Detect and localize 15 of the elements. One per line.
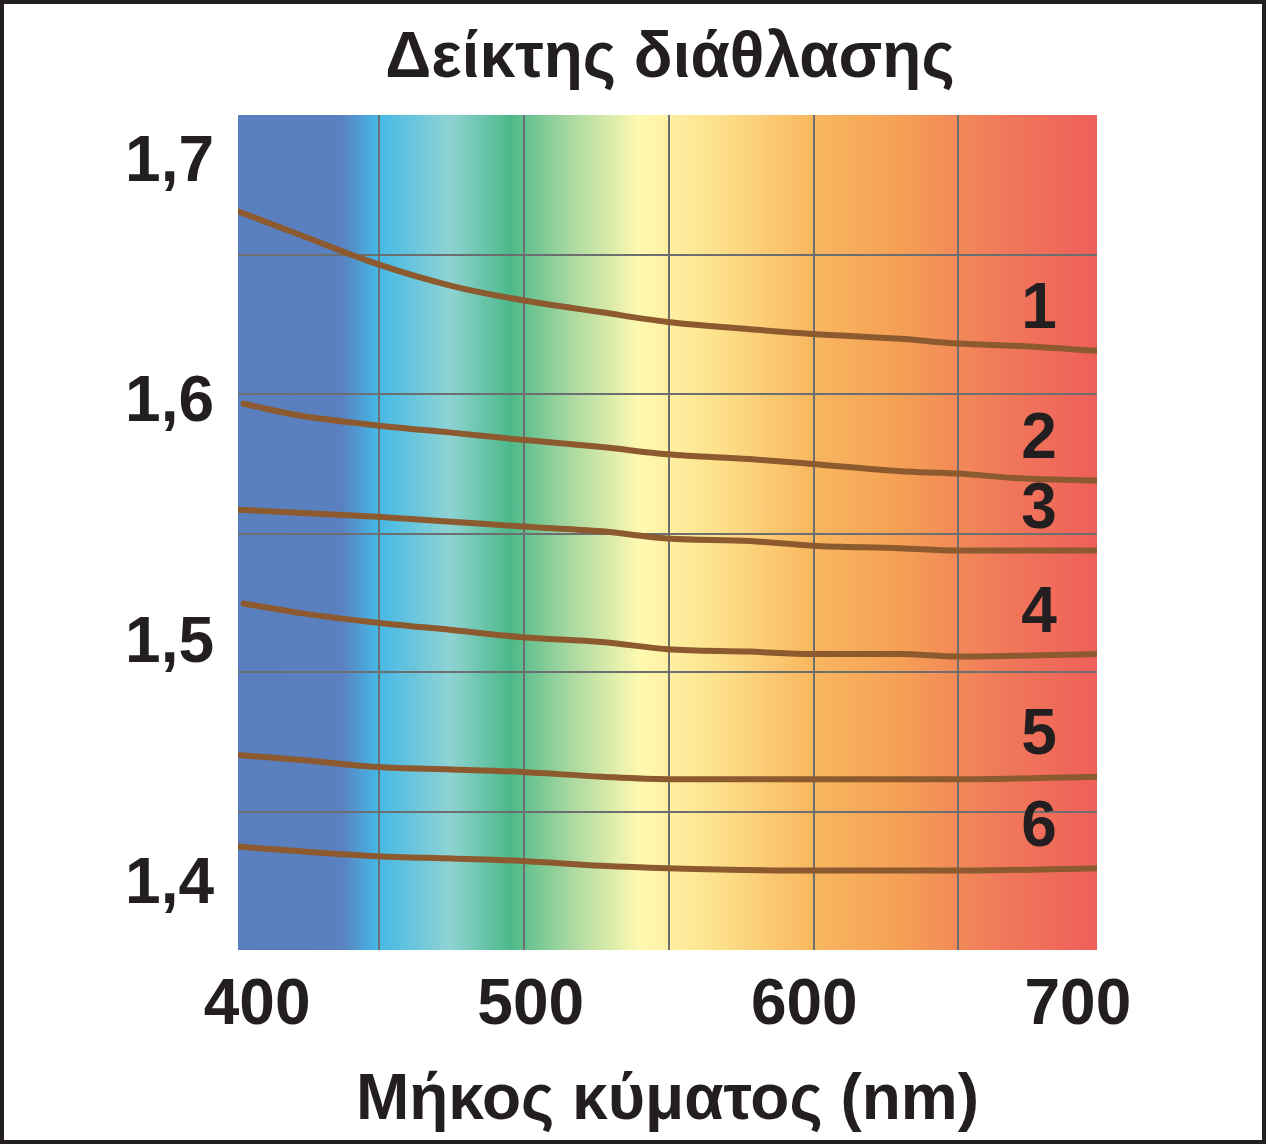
series-label: 2 [1021,400,1057,473]
x-axis-title: Μήκος κύματος (nm) [355,1061,980,1134]
y-tick-label: 1,7 [125,122,214,195]
chart-title: Δείκτης διάθλασης [384,18,956,92]
series-label: 4 [1021,573,1058,646]
y-tick-label: 1,4 [125,844,215,917]
x-tick-label: 700 [1024,966,1132,1039]
y-tick-label: 1,5 [125,604,214,677]
series-label: 5 [1021,696,1057,769]
x-tick-label: 500 [477,966,585,1039]
y-tick-label: 1,6 [125,363,214,436]
x-tick-label: 400 [203,966,311,1039]
series-label: 1 [1021,270,1057,343]
x-tick-label: 600 [750,966,858,1039]
series-label: 3 [1021,470,1057,543]
